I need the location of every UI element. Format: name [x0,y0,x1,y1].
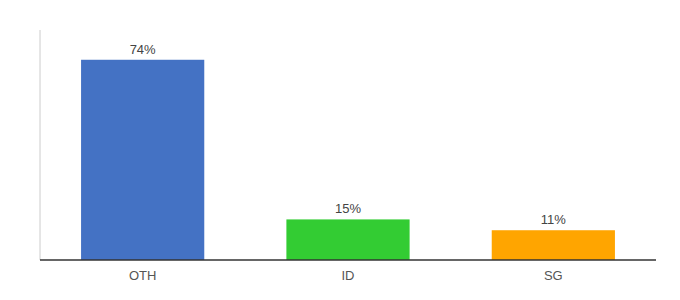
y-axis-line [40,30,41,260]
x-tick-label: ID [342,268,355,283]
x-tick-label: SG [544,268,563,283]
chart-svg: OTH ID SG 74% 15% 11% [0,0,680,300]
bar [286,219,409,260]
x-axis-line [40,259,656,261]
x-tick-label: OTH [129,268,156,283]
bar [492,230,615,260]
chart-container: OTH ID SG 74% 15% 11% [0,0,680,300]
bar [81,60,204,260]
data-label: 11% [541,212,566,227]
data-label: 15% [335,201,361,216]
bars [81,60,615,260]
data-label: 74% [130,42,156,57]
